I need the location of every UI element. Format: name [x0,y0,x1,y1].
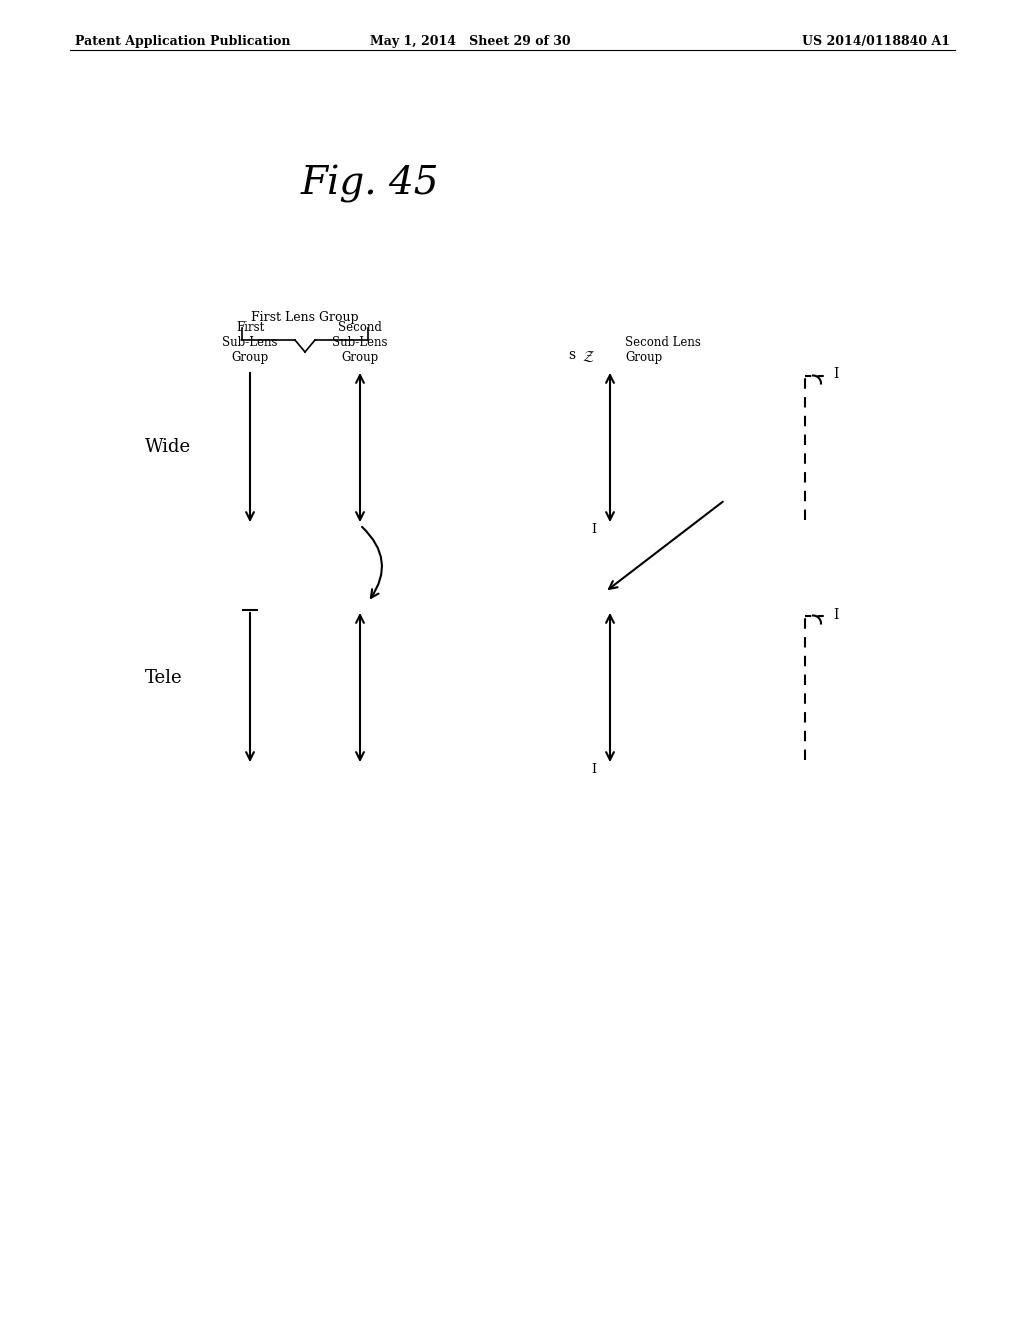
Text: First
Sub-Lens
Group: First Sub-Lens Group [222,321,278,364]
Text: I: I [591,763,596,776]
Text: I: I [833,607,839,622]
Text: Second Lens
Group: Second Lens Group [625,337,700,364]
Text: Wide: Wide [145,438,191,457]
Text: May 1, 2014   Sheet 29 of 30: May 1, 2014 Sheet 29 of 30 [370,36,570,48]
Text: Second
Sub-Lens
Group: Second Sub-Lens Group [332,321,388,364]
Text: I: I [833,367,839,381]
Text: $\mathcal{Z}$: $\mathcal{Z}$ [582,348,595,364]
Text: Patent Application Publication: Patent Application Publication [75,36,291,48]
Text: Tele: Tele [145,668,182,686]
Text: First Lens Group: First Lens Group [251,312,358,323]
Text: US 2014/0118840 A1: US 2014/0118840 A1 [802,36,950,48]
Text: I: I [591,523,596,536]
Text: Fig. 45: Fig. 45 [301,165,439,203]
Text: s: s [568,348,575,362]
